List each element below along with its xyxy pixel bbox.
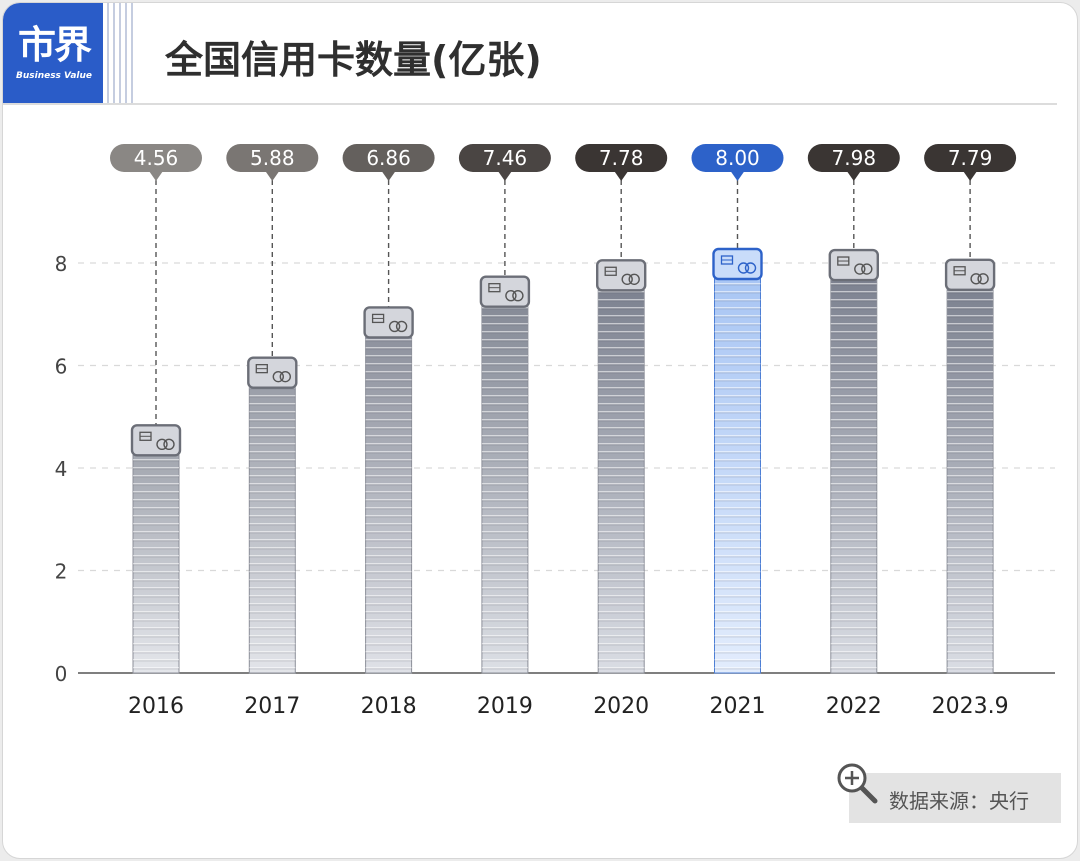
brand-logo: 市界 Business Value bbox=[3, 3, 103, 103]
y-tick-label: 6 bbox=[55, 355, 68, 379]
bar-group: 7.98 2022 bbox=[807, 144, 900, 719]
data-label: 6.86 bbox=[366, 146, 411, 170]
x-tick-label: 2021 bbox=[710, 694, 766, 719]
bar-stripes bbox=[133, 455, 179, 673]
logo-subtext: Business Value bbox=[15, 71, 92, 81]
card-chip-icon bbox=[488, 283, 524, 302]
bar-group: 6.86 2018 bbox=[342, 144, 435, 719]
x-tick-label: 2023.9 bbox=[932, 694, 1009, 719]
bar-stripes bbox=[947, 289, 994, 673]
value-pill-pointer bbox=[381, 171, 396, 181]
bar-stripes bbox=[830, 280, 877, 673]
bar-group: 7.79 2023.9 bbox=[924, 144, 1017, 719]
value-pill-pointer bbox=[497, 171, 512, 181]
value-pill bbox=[807, 144, 900, 172]
value-pill bbox=[226, 144, 319, 172]
y-tick-label: 4 bbox=[55, 457, 68, 481]
bar-stripes bbox=[365, 337, 412, 673]
magnifier-icon bbox=[837, 763, 878, 804]
y-tick-label: 0 bbox=[55, 662, 68, 686]
value-pill-pointer bbox=[730, 171, 745, 181]
value-pill bbox=[110, 144, 202, 172]
card-chip-icon bbox=[255, 363, 291, 383]
source-label: 数据来源：央行 bbox=[889, 789, 1029, 813]
x-tick-label: 2016 bbox=[128, 694, 184, 719]
value-pill bbox=[924, 144, 1017, 172]
logo-text: 市界 bbox=[17, 23, 92, 67]
card-chip-icon bbox=[953, 266, 989, 285]
value-pill-pointer bbox=[614, 171, 629, 181]
bar-stripes bbox=[714, 279, 761, 673]
y-tick-label: 2 bbox=[55, 560, 68, 584]
chart-title: 全国信用卡数量(亿张) bbox=[165, 38, 542, 82]
x-tick-label: 2018 bbox=[361, 694, 417, 719]
bar-stripes bbox=[481, 306, 528, 673]
card-chip-icon bbox=[139, 431, 175, 450]
bar-stripes bbox=[598, 290, 645, 673]
bar-group: 4.56 2016 bbox=[110, 144, 202, 719]
value-pill-pointer bbox=[265, 171, 280, 181]
value-pill-pointer bbox=[149, 171, 163, 181]
title-divider bbox=[3, 103, 1057, 105]
data-label: 4.56 bbox=[134, 146, 179, 170]
x-tick-label: 2020 bbox=[593, 694, 649, 719]
bar-stripes bbox=[249, 387, 296, 673]
bar-group: 5.88 2017 bbox=[226, 144, 319, 719]
data-label: 8.00 bbox=[715, 146, 760, 170]
value-pill-pointer bbox=[963, 171, 978, 181]
card-chip-icon bbox=[371, 313, 408, 333]
bar-group: 8.00 2021 bbox=[691, 144, 784, 719]
bar-group: 7.78 2020 bbox=[575, 144, 668, 719]
data-label: 7.78 bbox=[599, 146, 644, 170]
bar-chart: 0 2 4 6 8 4.56 2016 5.88 2017 6.86 2018 7.46 2019 7.7… bbox=[55, 144, 1055, 719]
source-box: 数据来源：央行 bbox=[849, 773, 1061, 823]
card-chip-icon bbox=[720, 255, 757, 274]
logo-stripes bbox=[103, 3, 135, 103]
value-pill-pointer bbox=[846, 171, 861, 181]
x-tick-label: 2019 bbox=[477, 694, 533, 719]
value-pill bbox=[342, 144, 435, 172]
card-chip-icon bbox=[837, 256, 873, 275]
value-pill bbox=[575, 144, 668, 172]
value-pill bbox=[691, 144, 784, 172]
data-label: 7.46 bbox=[483, 146, 528, 170]
data-label: 7.79 bbox=[948, 146, 993, 170]
data-label: 5.88 bbox=[250, 146, 295, 170]
y-tick-label: 8 bbox=[55, 252, 68, 276]
value-pill bbox=[458, 144, 551, 172]
bar-group: 7.46 2019 bbox=[458, 144, 551, 719]
x-tick-label: 2017 bbox=[244, 694, 300, 719]
x-tick-label: 2022 bbox=[826, 694, 882, 719]
card-chip-icon bbox=[604, 266, 640, 285]
data-label: 7.98 bbox=[832, 146, 877, 170]
